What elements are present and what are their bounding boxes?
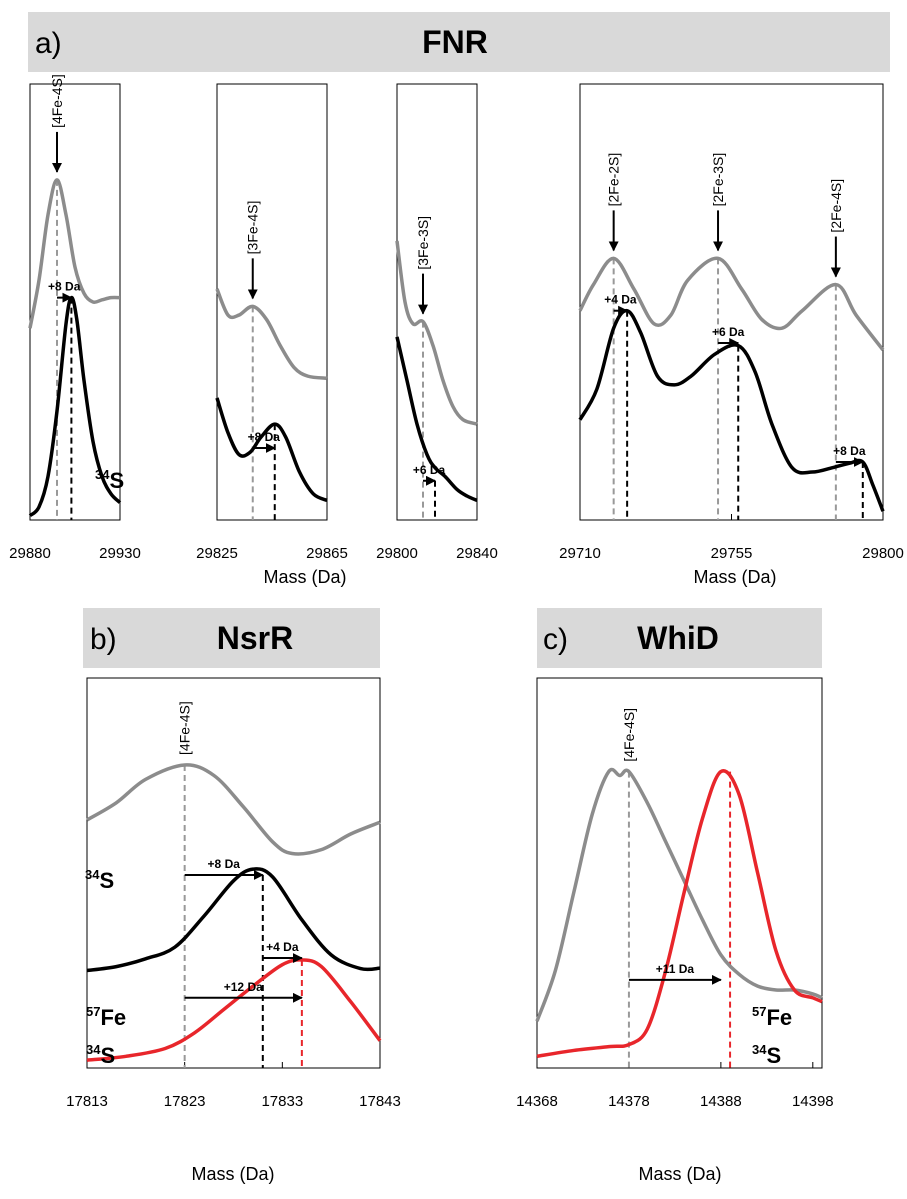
shift-label: +6 Da [712, 325, 745, 339]
isotope-mass: 34 [95, 467, 110, 482]
plot-frame [396, 83, 478, 521]
panel-title: FNR [422, 24, 488, 60]
spectrum-line [86, 958, 382, 1062]
shift-label: +12 Da [224, 980, 263, 994]
spectrum-line [536, 769, 823, 1059]
x-axis-label: Mass (Da) [263, 567, 346, 587]
spectrum-line [395, 240, 478, 426]
panel-title: NsrR [217, 620, 293, 656]
spectrum-line [86, 763, 381, 856]
spectrum-line [28, 295, 122, 518]
isotope-label: 34S [752, 1042, 781, 1068]
spectrum-line [578, 308, 885, 512]
peak-label: [4Fe-4S] [49, 74, 65, 128]
isotope-mass: 57 [752, 1004, 766, 1019]
panel-title: WhiD [637, 620, 719, 656]
spectrum-line [215, 397, 328, 503]
plot-frame [216, 83, 328, 521]
shift-label: +4 Da [266, 940, 299, 954]
x-tick-label: 29880 [9, 545, 51, 562]
shift-label: +8 Da [248, 430, 281, 444]
isotope-label: 34S [86, 1042, 115, 1068]
spectrum-line [395, 336, 478, 502]
x-axis-label: Mass (Da) [638, 1164, 721, 1184]
header-bar [28, 12, 890, 72]
isotope-label: 34S [85, 867, 114, 893]
x-tick-label: 14388 [700, 1093, 742, 1110]
x-tick-label: 29710 [559, 545, 601, 562]
panel-label: b) [90, 623, 117, 656]
x-tick-label: 29825 [196, 545, 238, 562]
peak-label: [2Fe-4S] [828, 179, 844, 233]
x-tick-label: 14398 [792, 1093, 834, 1110]
x-tick-label: 29865 [306, 545, 348, 562]
spectrum-line [86, 867, 381, 973]
isotope-element: Fe [100, 1005, 126, 1030]
plot-frame [29, 83, 121, 521]
x-tick-label: 29755 [711, 545, 753, 562]
peak-label: [3Fe-3S] [415, 216, 431, 270]
spectrum-line [578, 256, 885, 352]
x-tick-label: 29800 [376, 545, 418, 562]
shift-label: +4 Da [604, 293, 637, 307]
isotope-element: Fe [766, 1005, 792, 1030]
x-tick-label: 17823 [164, 1093, 206, 1110]
isotope-mass: 34 [752, 1042, 767, 1057]
x-tick-label: 29930 [99, 545, 141, 562]
peak-label: [3Fe-4S] [245, 201, 261, 255]
isotope-element: S [766, 1043, 781, 1068]
isotope-label: 57Fe [86, 1004, 126, 1030]
shift-label: +8 Da [833, 444, 866, 458]
isotope-mass: 57 [86, 1004, 100, 1019]
isotope-element: S [99, 868, 114, 893]
plot-frame [536, 677, 823, 1069]
peak-label: [2Fe-3S] [710, 153, 726, 207]
x-tick-label: 14378 [608, 1093, 650, 1110]
peak-label: [4Fe-4S] [621, 708, 637, 762]
isotope-element: S [100, 1043, 115, 1068]
x-tick-label: 17843 [359, 1093, 401, 1110]
isotope-label: 57Fe [752, 1004, 792, 1030]
panel-label: c) [543, 623, 568, 656]
isotope-element: S [109, 468, 124, 493]
spectrum-line [535, 767, 823, 1022]
x-axis-label: Mass (Da) [191, 1164, 274, 1184]
shift-label: +8 Da [208, 857, 241, 871]
plot-frame [86, 677, 381, 1069]
shift-label: +6 Da [413, 463, 446, 477]
x-tick-label: 29800 [862, 545, 904, 562]
header-bar [537, 608, 822, 668]
isotope-mass: 34 [85, 867, 100, 882]
header-bar [83, 608, 380, 668]
x-axis-label: Mass (Da) [693, 567, 776, 587]
shift-label: +8 Da [48, 280, 81, 294]
spectrum-line [28, 178, 121, 329]
x-tick-label: 29840 [456, 545, 498, 562]
peak-label: [2Fe-2S] [606, 153, 622, 207]
x-tick-label: 14368 [516, 1093, 558, 1110]
x-tick-label: 17833 [261, 1093, 303, 1110]
shift-label: +11 Da [656, 962, 695, 976]
isotope-label: 34S [95, 467, 124, 493]
panel-label: a) [35, 27, 62, 60]
isotope-mass: 34 [86, 1042, 101, 1057]
x-tick-label: 17813 [66, 1093, 108, 1110]
spectrum-line [215, 288, 328, 381]
peak-label: [4Fe-4S] [177, 701, 193, 755]
